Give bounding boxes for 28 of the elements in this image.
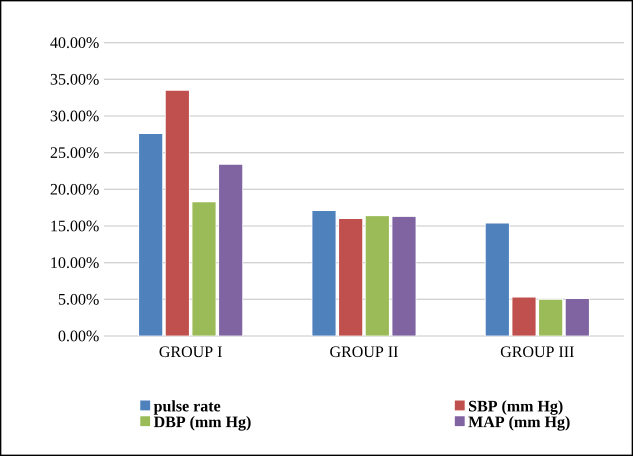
bar [312,210,336,336]
x-tick-label: GROUP I [160,346,222,358]
bar [484,222,510,336]
y-tick-label: 30.00% [50,110,99,122]
x-tick-label: GROUP III [500,346,574,358]
bar [138,133,164,336]
y-tick-label: 25.00% [50,147,99,158]
bar [564,298,590,336]
legend-label: pulse rate [154,400,220,415]
bar [338,218,364,336]
x-tick-label: GROUP II [330,346,398,358]
bar [538,298,564,336]
legend-label: MAP (mm Hg) [468,416,570,431]
y-tick-label: 10.00% [51,257,99,268]
y-tick-label: 35.00% [50,74,99,85]
y-tick-label: 40.00% [50,37,99,48]
bar [364,215,390,336]
y-tick-label: 5.00% [58,294,99,305]
bar [192,201,216,336]
legend-label: DBP (mm Hg) [154,416,251,431]
y-tick-label: 0.00% [58,330,99,342]
bar [218,164,244,336]
y-tick-label: 15.00% [51,220,99,232]
legend-label: SBP (mm Hg) [469,400,563,415]
bar [512,296,536,336]
bar [164,90,190,336]
y-tick-label: 20.00% [50,184,99,195]
bar [392,216,416,336]
